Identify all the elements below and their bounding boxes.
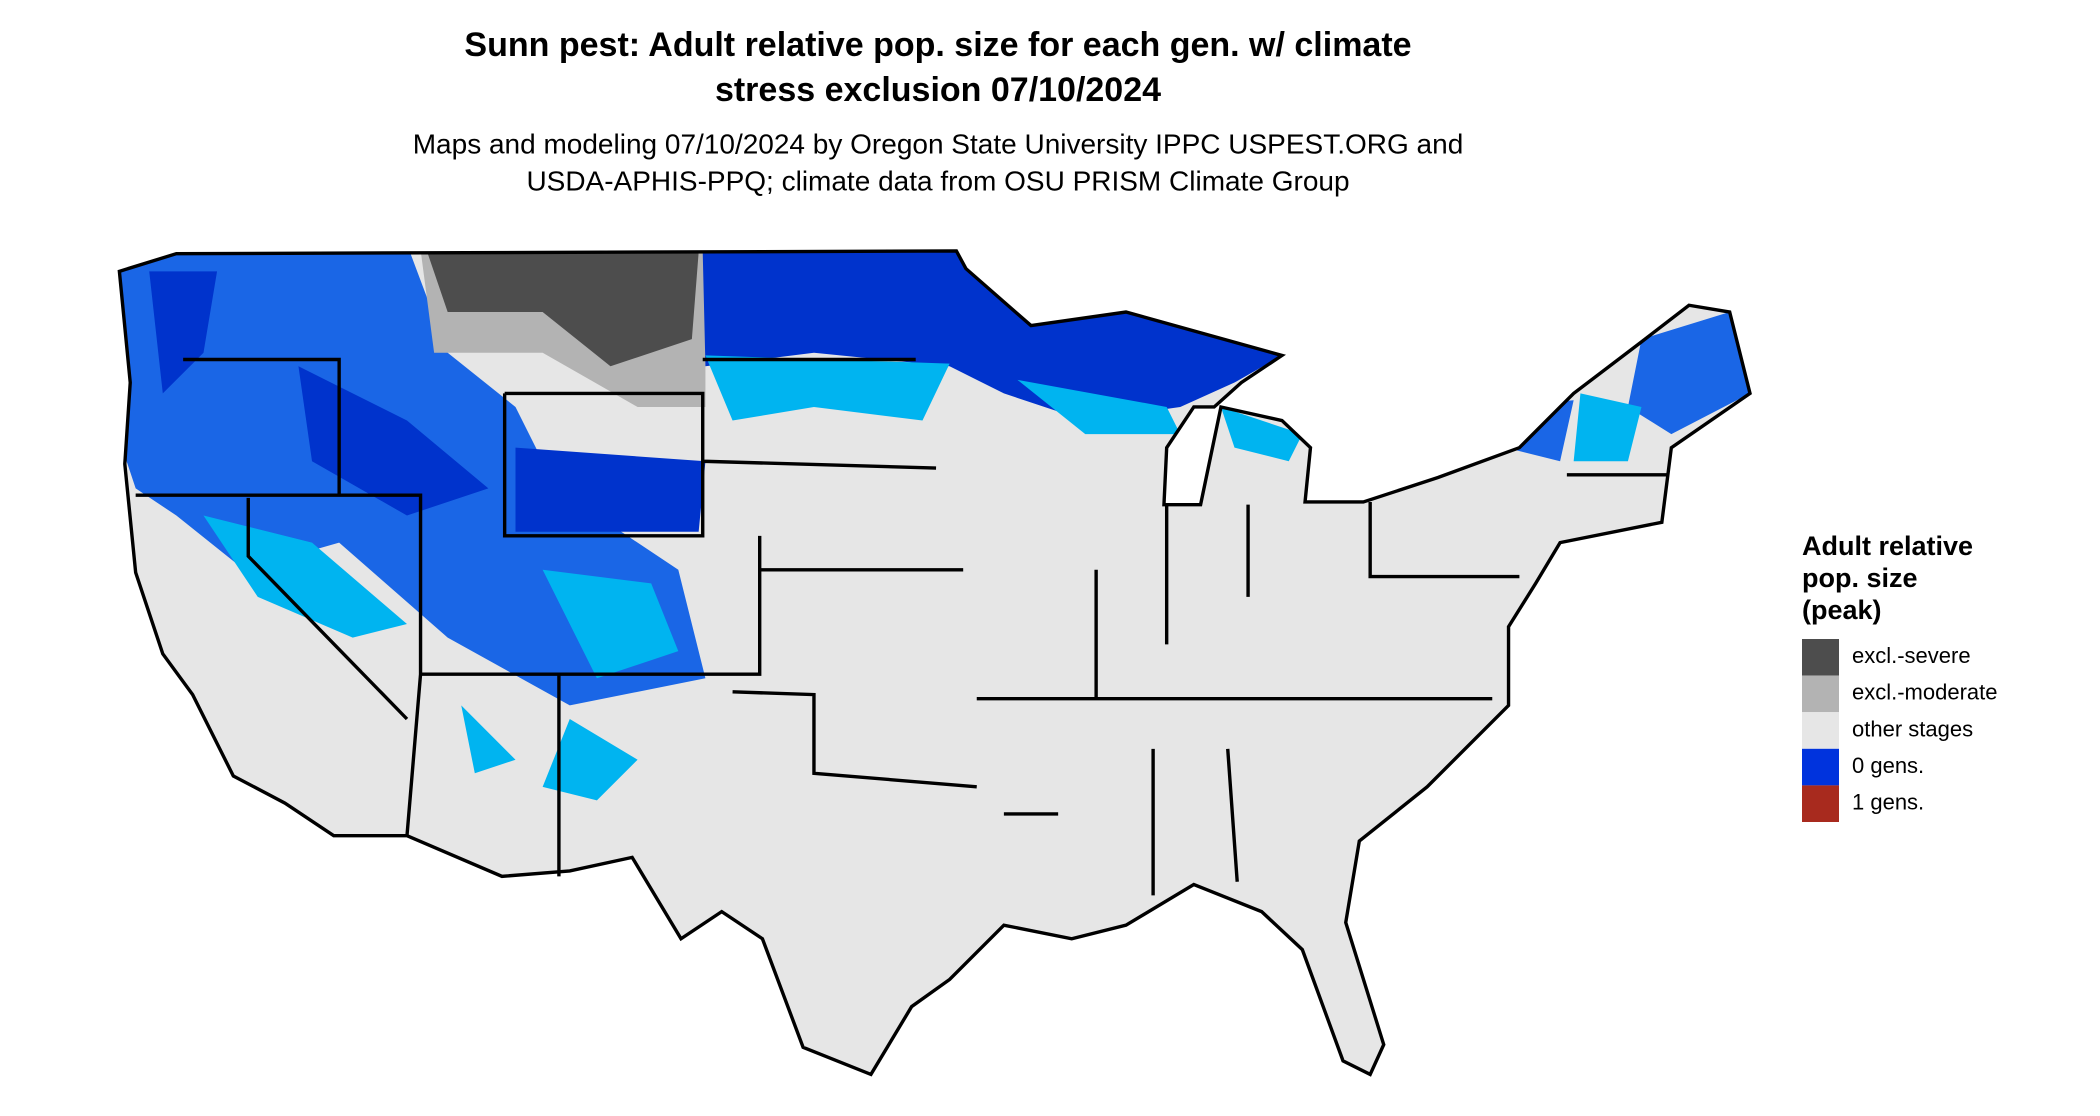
- legend-label: 0 gens.: [1852, 753, 1924, 778]
- legend-title-line: Adult relative: [1802, 531, 1973, 561]
- us-map: [117, 249, 1752, 1077]
- title-line: stress exclusion 07/10/2024: [715, 71, 1161, 109]
- legend-swatch: [1802, 748, 1839, 786]
- legend-swatch: [1802, 712, 1839, 749]
- subtitle-line: USDA-APHIS-PPQ; climate data from OSU PR…: [526, 165, 1349, 196]
- legend-title-line: (peak): [1802, 595, 1882, 625]
- legend-label: 1 gens.: [1852, 790, 1924, 815]
- legend-swatch: [1802, 639, 1839, 676]
- legend-title-line: pop. size: [1802, 563, 1918, 593]
- subtitle-line: Maps and modeling 07/10/2024 by Oregon S…: [413, 128, 1464, 159]
- legend-label: excl.-severe: [1852, 643, 1971, 668]
- legend-label: excl.-moderate: [1852, 680, 1998, 705]
- state-borders: [117, 249, 1752, 1077]
- legend-swatch: [1802, 675, 1839, 713]
- legend-label: other stages: [1852, 716, 1973, 741]
- title-line: Sunn pest: Adult relative pop. size for …: [464, 26, 1411, 64]
- legend-swatch: [1802, 785, 1839, 822]
